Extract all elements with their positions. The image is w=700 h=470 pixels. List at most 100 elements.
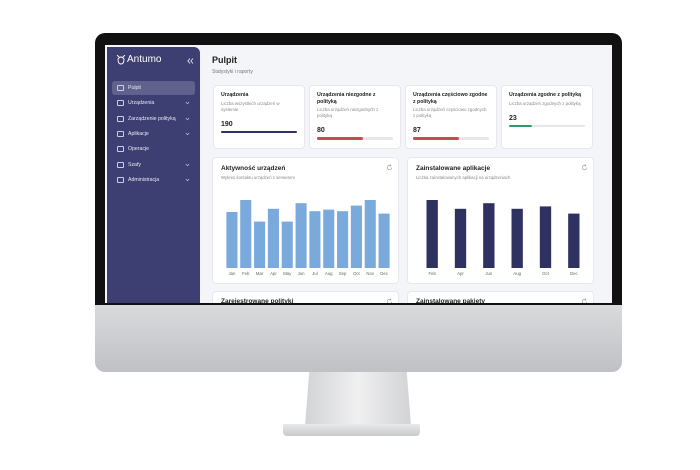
bar (267, 208, 279, 268)
logo-icon (116, 55, 126, 65)
x-tick-label: Sep (339, 271, 347, 276)
nav-item[interactable]: Urządzenia (112, 96, 195, 110)
card-description: Liczba wszystkich urządzeń w systemie (221, 100, 280, 112)
x-tick-label: Oct (353, 271, 360, 276)
monitor-base (283, 424, 420, 436)
chevron (185, 102, 190, 105)
card-value: 23 (509, 114, 517, 122)
nav-label: Zarządzenie polityką (128, 115, 176, 122)
nav-label: Pulpit (128, 85, 141, 91)
x-tick-label: Feb (242, 271, 250, 276)
chart: Jan Feb Mar Apr May Jun Jul Aug Sep Oct Nov Dec (226, 200, 390, 276)
chart-subtitle: Liczba zainstalowanych aplikacji na urzą… (416, 175, 511, 180)
chevron (185, 132, 190, 136)
progress-track (317, 137, 393, 140)
sidebar: Antumo Pulpit Urządzenia Zarządzenie polit… (107, 47, 200, 303)
chart-card: Aktywność urządzeń Wykres kontaktu urządz… (212, 157, 399, 284)
nav-item[interactable]: Administracja (112, 173, 195, 187)
chevron (185, 163, 190, 166)
nav-icon (117, 85, 124, 91)
chart-title: Zainstalowane aplikacje (416, 165, 491, 172)
progress-bar (413, 137, 459, 140)
nav-icon (117, 100, 124, 107)
nav-item[interactable]: Pulpit (112, 81, 195, 95)
x-tick-label: May (283, 271, 292, 276)
bar (350, 205, 362, 268)
monitor-chin (95, 305, 622, 372)
screen: Antumo Pulpit Urządzenia Zarządzenie polit… (105, 45, 612, 303)
bar (323, 209, 335, 268)
bar (309, 211, 321, 268)
chevron-path (185, 132, 190, 136)
x-tick-label: Jun (298, 271, 306, 276)
chevron-path (185, 117, 190, 120)
chevron-path (185, 163, 190, 166)
refresh-icon (386, 298, 393, 303)
bar (483, 203, 495, 268)
refresh-button[interactable] (386, 164, 393, 171)
nav-item[interactable]: Aplikacje (112, 127, 195, 141)
nav-item[interactable]: Operacje (112, 142, 195, 156)
progress-bar (221, 130, 297, 133)
card-value: 87 (413, 127, 421, 134)
nav-label: Urządzenia (128, 100, 155, 107)
x-tick-label: Mar (256, 271, 264, 276)
chart-subtitle: Wykres kontaktu urządzeń z serwerem (221, 175, 295, 180)
x-tick-label: Jun (485, 271, 493, 276)
bar (511, 208, 523, 268)
card-title: Urządzenia (221, 92, 249, 98)
progress-track (509, 124, 585, 127)
card-value: 190 (221, 120, 233, 128)
stat-card: Urządzenia niezgodne z polityką Liczba ur… (309, 85, 401, 149)
bar (364, 200, 376, 268)
refresh-button[interactable] (386, 298, 393, 303)
bar (426, 200, 438, 268)
stat-card: Urządzenia zgodne z polityką Liczba urząd… (501, 85, 593, 149)
stat-card: Urządzenia częściowo zgodne z polityką Li… (405, 85, 497, 149)
bar (454, 208, 467, 268)
nav-icon (117, 130, 124, 137)
page-title: Pulpit (212, 55, 237, 65)
x-tick-label: Apr (270, 271, 277, 276)
card-value: 80 (317, 127, 325, 134)
stat-card: Urządzenia Liczba wszystkich urządzeń w s… (213, 85, 305, 149)
card-title: Urządzenia częściowo zgodne z polityką (413, 92, 488, 105)
chevron (185, 117, 190, 120)
panel-title: Zarejestrowane polityki (221, 298, 294, 303)
card-description: Liczba urządzeń częściowo zgodnych z pol… (413, 107, 487, 118)
nav-icon (117, 176, 124, 183)
nav-item[interactable]: Szafy (112, 158, 195, 172)
collapse-button[interactable] (187, 58, 194, 64)
chevron (185, 178, 190, 182)
refresh-button[interactable] (581, 164, 588, 171)
chart: Feb Apr Jun Aug Oct Dec (426, 200, 580, 276)
x-tick-label: Oct (542, 271, 549, 276)
x-tick-label: Apr (457, 271, 464, 276)
card-title: Urządzenia zgodne z polityką (509, 92, 582, 98)
chart-card: Zainstalowane aplikacje Liczba zainstalow… (407, 157, 594, 284)
progress-bar (509, 124, 532, 127)
bar (378, 213, 390, 268)
monitor-stand (305, 372, 411, 426)
nav-icon (117, 115, 124, 122)
bar (539, 206, 552, 268)
bar (337, 211, 349, 268)
refresh-icon (386, 164, 393, 171)
progress-bar (317, 137, 363, 140)
x-tick-label: Feb (428, 271, 436, 276)
bar (254, 221, 266, 268)
bar (226, 212, 238, 268)
chart-title: Aktywność urządzeń (221, 165, 286, 172)
nav-icon (117, 146, 124, 153)
page-subtitle: Statystyki i raporty (212, 69, 253, 75)
panel-title: Zainstalowane pakiety (416, 298, 485, 303)
x-tick-label: Dec (380, 271, 388, 276)
chevron-path (185, 102, 190, 105)
refresh-icon (581, 298, 588, 303)
x-tick-label: Jul (312, 271, 318, 276)
x-tick-label: Aug (325, 271, 333, 276)
nav-item[interactable]: Zarządzenie polityką (112, 112, 195, 126)
refresh-button[interactable] (581, 298, 588, 303)
x-tick-label: Aug (513, 271, 521, 276)
bar (281, 221, 293, 268)
